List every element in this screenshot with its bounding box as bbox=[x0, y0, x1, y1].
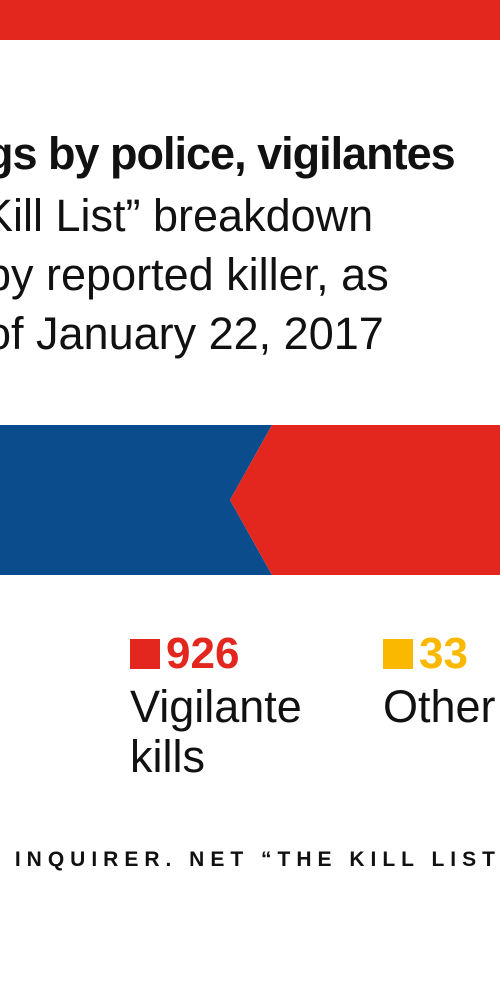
chart-subtitle-line-2: by reported killer, as bbox=[0, 249, 389, 300]
legend-item-other: 33 Other bbox=[383, 628, 500, 732]
stacked-bar-chart bbox=[0, 425, 500, 575]
chart-subtitle-line-1: “Kill List” breakdown bbox=[0, 190, 374, 241]
chart-headline: Killings by police, vigilantes bbox=[0, 128, 456, 179]
legend-value-row-vigilante: 926 bbox=[130, 628, 370, 680]
legend-label-vigilante: Vigilante kills bbox=[130, 681, 302, 782]
legend-item-vigilante: 926 Vigilante kills bbox=[130, 628, 370, 782]
legend-label-other: Other bbox=[383, 681, 496, 732]
legend-swatch-other bbox=[383, 639, 413, 669]
legend-swatch-vigilante bbox=[130, 639, 160, 669]
legend-value-other: 33 bbox=[419, 629, 468, 678]
chart-subtitle-line-3: of January 22, 2017 bbox=[0, 308, 384, 359]
legend-value-vigilante: 926 bbox=[166, 629, 240, 678]
legend-value-row-other: 33 bbox=[383, 628, 500, 680]
source-credit: : INQUIRER. NET “THE KILL LIST” bbox=[0, 848, 500, 871]
bar-segment-police bbox=[0, 425, 272, 575]
bar-segment-vigilante bbox=[230, 425, 500, 575]
top-color-stripe bbox=[0, 0, 500, 40]
